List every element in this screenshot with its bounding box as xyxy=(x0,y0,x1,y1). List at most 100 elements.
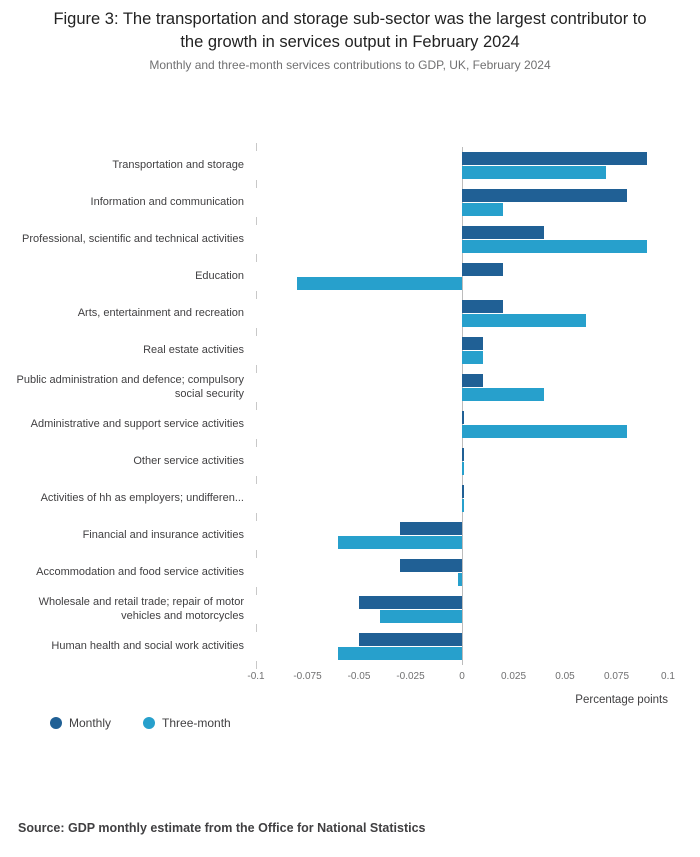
chart-legend: Monthly Three-month xyxy=(50,716,231,730)
y-axis-tick xyxy=(256,143,257,151)
chart-row: Public administration and defence; compu… xyxy=(10,365,668,406)
plot-area xyxy=(256,402,668,443)
bar-three-month xyxy=(462,462,465,475)
category-label: Public administration and defence; compu… xyxy=(16,373,244,400)
y-axis-tick xyxy=(256,661,257,669)
x-tick-label: 0.025 xyxy=(500,671,527,682)
bar-three-month xyxy=(297,277,462,290)
plot-area xyxy=(256,291,668,332)
category-label: Financial and insurance activities xyxy=(82,528,244,541)
x-tick-label: -0.1 xyxy=(247,671,265,682)
bar-three-month xyxy=(462,166,607,179)
y-axis-tick xyxy=(256,254,257,262)
plot-area xyxy=(256,254,668,295)
plot-area xyxy=(256,439,668,480)
bar-monthly xyxy=(462,189,627,202)
chart-row: Administrative and support service activ… xyxy=(10,402,668,443)
chart-row: Information and communication xyxy=(10,180,668,221)
bar-three-month xyxy=(457,573,462,586)
bar-monthly xyxy=(462,485,465,498)
bar-three-month xyxy=(462,314,586,327)
zero-axis-line xyxy=(462,147,463,665)
category-label: Wholesale and retail trade; repair of mo… xyxy=(38,595,244,622)
bar-monthly xyxy=(400,559,462,572)
x-tick-label: -0.05 xyxy=(347,671,371,682)
plot-area xyxy=(256,624,668,669)
bar-chart: Transportation and storage Information an… xyxy=(10,143,675,706)
plot-area xyxy=(256,550,668,591)
chart-row: Activities of hh as employers; undiffere… xyxy=(10,476,668,517)
bar-monthly xyxy=(462,374,483,387)
chart-row: Professional, scientific and technical a… xyxy=(10,217,668,258)
x-tick-label: -0.025 xyxy=(396,671,425,682)
bar-monthly xyxy=(400,522,462,535)
bar-monthly xyxy=(462,337,483,350)
bar-three-month xyxy=(462,425,627,438)
figure-title-text: Figure 3: The transportation and storage… xyxy=(53,10,647,51)
bar-monthly xyxy=(359,633,462,646)
category-label: Administrative and support service activ… xyxy=(30,417,244,430)
x-axis-title: Percentage points xyxy=(575,694,668,706)
y-axis-tick xyxy=(256,476,257,484)
y-axis-tick xyxy=(256,402,257,410)
legend-item-monthly[interactable]: Monthly xyxy=(50,716,111,730)
y-axis-tick xyxy=(256,180,257,188)
plot-area xyxy=(256,587,668,628)
category-label: Arts, entertainment and recreation xyxy=(77,306,244,319)
legend-label: Three-month xyxy=(162,716,231,730)
plot-area xyxy=(256,365,668,406)
figure-title: Figure 3: The transportation and storage… xyxy=(0,8,700,54)
y-axis-tick xyxy=(256,291,257,299)
chart-row: Wholesale and retail trade; repair of mo… xyxy=(10,587,668,628)
legend-marker-icon xyxy=(50,717,62,729)
bar-three-month xyxy=(462,388,545,401)
chart-row: Financial and insurance activities xyxy=(10,513,668,554)
bar-monthly xyxy=(462,263,504,276)
category-label: Professional, scientific and technical a… xyxy=(22,232,244,245)
y-axis-tick xyxy=(256,365,257,373)
bar-three-month xyxy=(338,536,462,549)
bar-three-month xyxy=(338,647,462,660)
category-label: Education xyxy=(195,269,244,282)
y-axis-tick xyxy=(256,217,257,225)
category-label: Activities of hh as employers; undiffere… xyxy=(40,491,244,504)
x-tick-label: 0.05 xyxy=(555,671,575,682)
bar-three-month xyxy=(462,351,483,364)
chart-row: Transportation and storage xyxy=(10,143,668,184)
bar-monthly xyxy=(462,448,465,461)
x-tick-label: 0.1 xyxy=(661,671,675,682)
y-axis-tick xyxy=(256,624,257,632)
category-label: Accommodation and food service activitie… xyxy=(36,565,244,578)
bar-monthly xyxy=(359,596,462,609)
x-tick-label: 0 xyxy=(459,671,465,682)
y-axis-tick xyxy=(256,587,257,595)
source-note: Source: GDP monthly estimate from the Of… xyxy=(18,821,426,835)
x-tick-label: -0.075 xyxy=(293,671,322,682)
y-axis-tick xyxy=(256,513,257,521)
category-label: Transportation and storage xyxy=(112,158,244,171)
chart-row: Accommodation and food service activitie… xyxy=(10,550,668,591)
chart-row: Other service activities xyxy=(10,439,668,480)
bar-three-month xyxy=(462,203,504,216)
bar-three-month xyxy=(462,240,648,253)
chart-row: Education xyxy=(10,254,668,295)
legend-label: Monthly xyxy=(69,716,112,730)
y-axis-tick xyxy=(256,328,257,336)
bar-three-month xyxy=(379,610,462,623)
chart-row: Human health and social work activities xyxy=(10,624,668,669)
bar-monthly xyxy=(462,300,504,313)
figure-subtitle: Monthly and three-month services contrib… xyxy=(149,58,551,72)
bar-monthly xyxy=(462,226,545,239)
category-label: Real estate activities xyxy=(143,343,244,356)
plot-area xyxy=(256,328,668,369)
plot-area xyxy=(256,217,668,258)
chart-plot-rows: Transportation and storage Information an… xyxy=(10,143,668,669)
legend-item-three-month[interactable]: Three-month xyxy=(143,716,231,730)
plot-area xyxy=(256,513,668,554)
y-axis-tick xyxy=(256,439,257,447)
bar-monthly xyxy=(462,152,648,165)
category-label: Information and communication xyxy=(90,195,244,208)
chart-row: Arts, entertainment and recreation xyxy=(10,291,668,332)
category-label: Human health and social work activities xyxy=(51,639,244,652)
